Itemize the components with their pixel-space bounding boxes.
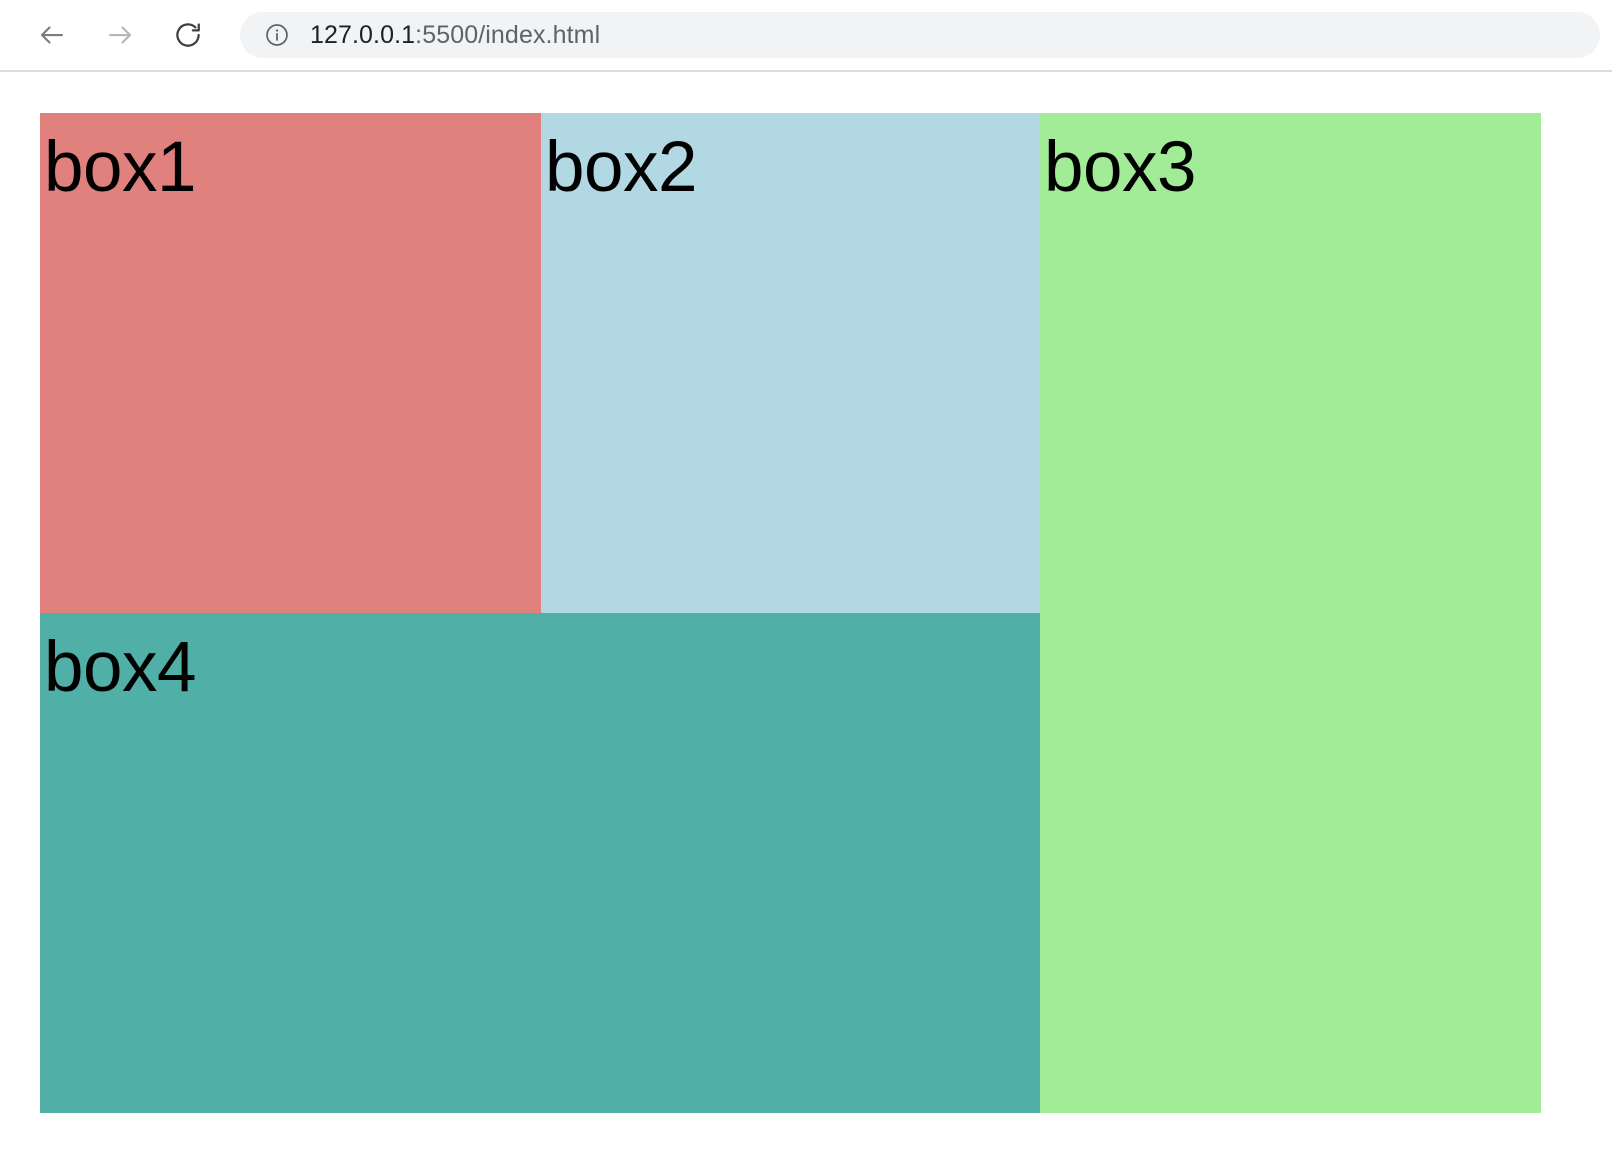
page-viewport: box1 box2 box3 box4 [0,72,1612,1172]
browser-toolbar: 127.0.0.1:5500/index.html [0,0,1612,70]
back-button[interactable] [28,11,76,59]
box4-label: box4 [44,628,196,707]
url-path: :5500/index.html [415,20,601,49]
url-text: 127.0.0.1:5500/index.html [310,20,601,49]
info-circle-icon[interactable] [264,22,290,48]
reload-icon [173,20,203,50]
toolbar-separator [0,70,1612,72]
box1-label: box1 [44,128,196,207]
url-host: 127.0.0.1 [310,20,416,49]
grid-container: box1 box2 box3 box4 [40,113,1541,1113]
arrow-left-icon [37,20,67,50]
address-bar[interactable]: 127.0.0.1:5500/index.html [240,12,1600,58]
arrow-right-icon [105,20,135,50]
grid-item-box4[interactable]: box4 [40,613,1040,1113]
grid-item-box3[interactable]: box3 [1040,113,1541,1113]
forward-button[interactable] [96,11,144,59]
box2-label: box2 [545,128,697,207]
grid-item-box2[interactable]: box2 [541,113,1040,613]
grid-item-box1[interactable]: box1 [40,113,541,613]
box3-label: box3 [1044,128,1196,207]
reload-button[interactable] [164,11,212,59]
